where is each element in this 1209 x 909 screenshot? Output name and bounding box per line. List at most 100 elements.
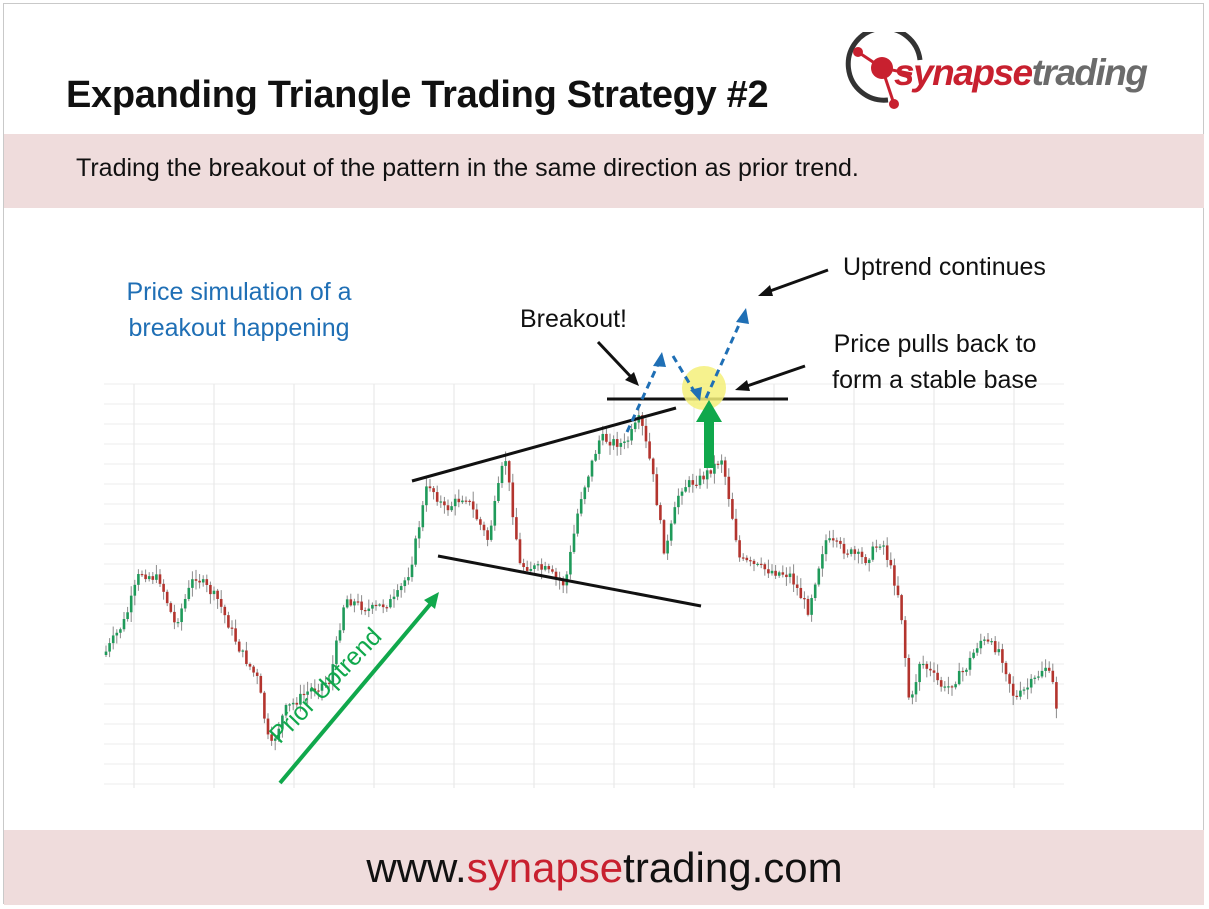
- candle-body: [252, 667, 255, 673]
- candle-body: [1019, 691, 1022, 697]
- candle-body: [137, 574, 140, 585]
- candle-body: [494, 501, 497, 526]
- candle-body: [850, 549, 853, 554]
- candle-body: [209, 585, 212, 594]
- candle-body: [134, 585, 137, 596]
- candle-body: [893, 565, 896, 585]
- candle-body: [605, 434, 608, 442]
- candle-body: [782, 572, 785, 574]
- candle-body: [123, 619, 126, 629]
- candle-body: [551, 569, 554, 571]
- candle-body: [854, 549, 857, 554]
- candle-body: [612, 439, 615, 445]
- pullback-label: Price pulls back to form a stable base: [790, 326, 1080, 398]
- candle-body: [720, 460, 723, 464]
- candle-body: [407, 577, 410, 580]
- simulation-note: Price simulation of a breakout happening: [100, 274, 378, 346]
- candle-body: [360, 602, 363, 610]
- candle-body: [1012, 684, 1015, 696]
- candle-body: [159, 574, 162, 583]
- footer-url-prefix: www.: [366, 844, 466, 891]
- candle-body: [198, 581, 201, 583]
- candle-body: [864, 557, 867, 563]
- candle-body: [1044, 668, 1047, 671]
- candle-body: [515, 517, 518, 539]
- candle-body: [411, 565, 414, 577]
- candle-body: [339, 630, 342, 640]
- candle-body: [353, 601, 356, 605]
- candle-body: [504, 461, 507, 466]
- candle-body: [958, 671, 961, 684]
- candle-body: [630, 429, 633, 440]
- candle-body: [677, 496, 680, 507]
- candle-body: [659, 505, 662, 520]
- candle-body: [836, 540, 839, 541]
- candle-body: [735, 519, 738, 540]
- candle-body: [598, 440, 601, 453]
- candle-body: [656, 474, 659, 505]
- candle-body: [573, 534, 576, 552]
- candle-body: [260, 676, 263, 693]
- candle-body: [1016, 696, 1019, 697]
- candle-body: [526, 567, 529, 571]
- candle-body: [918, 664, 921, 682]
- candle-body: [1048, 668, 1051, 671]
- candle-body: [548, 566, 551, 569]
- candle-body: [738, 540, 741, 557]
- pullback-label-line2: form a stable base: [790, 362, 1080, 398]
- candle-body: [1008, 674, 1011, 684]
- candle-body: [796, 585, 799, 588]
- candle-body: [540, 564, 543, 569]
- candle-body: [670, 523, 673, 540]
- candle-body: [450, 506, 453, 510]
- candle-body: [681, 492, 684, 496]
- candle-body: [404, 580, 407, 586]
- candle-body: [965, 670, 968, 672]
- candle-body: [839, 541, 842, 544]
- candle-body: [987, 640, 990, 642]
- candle-body: [220, 599, 223, 607]
- candle-body: [699, 476, 702, 486]
- candle-body: [346, 599, 349, 607]
- candle-body: [569, 552, 572, 574]
- candle-body: [591, 461, 594, 477]
- candle-body: [170, 603, 173, 612]
- candle-body: [454, 499, 457, 506]
- candle-body: [141, 574, 144, 575]
- chart-grid: [104, 384, 1064, 788]
- candle-body: [702, 476, 705, 480]
- candle-body: [609, 442, 612, 446]
- candle-body: [443, 501, 446, 505]
- green-up-arrow: [696, 400, 722, 468]
- candle-body: [1023, 690, 1026, 691]
- candle-body: [695, 485, 698, 486]
- candle-body: [400, 586, 403, 590]
- candle-body: [162, 584, 165, 592]
- candle-body: [436, 492, 439, 502]
- candle-body: [224, 607, 227, 615]
- candle-body: [245, 650, 248, 663]
- candle-body: [890, 560, 893, 565]
- candlestick-series: [105, 405, 1058, 750]
- candle-body: [602, 434, 605, 440]
- candle-body: [422, 505, 425, 527]
- candle-body: [177, 622, 180, 623]
- candle-body: [180, 608, 183, 622]
- candle-body: [645, 426, 648, 442]
- candle-body: [944, 686, 947, 687]
- candle-body: [490, 526, 493, 540]
- candle-body: [785, 575, 788, 577]
- candle-body: [627, 441, 630, 442]
- candle-body: [580, 499, 583, 513]
- candle-body: [519, 539, 522, 563]
- candle-body: [476, 510, 479, 520]
- candle-body: [440, 501, 443, 502]
- candle-body: [213, 591, 216, 594]
- candle-body: [382, 604, 385, 607]
- footer-url[interactable]: www.synapsetrading.com: [0, 844, 1209, 892]
- candle-body: [152, 576, 155, 580]
- candle-body: [1041, 671, 1044, 677]
- candle-body: [587, 477, 590, 488]
- candle-body: [216, 591, 219, 599]
- candle-body: [461, 501, 464, 503]
